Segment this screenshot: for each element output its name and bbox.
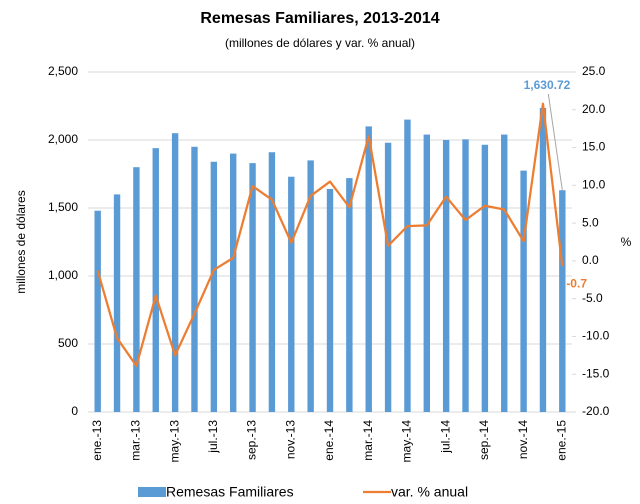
bar <box>288 176 295 412</box>
line <box>96 102 564 368</box>
bar <box>191 146 198 413</box>
bar <box>462 139 469 412</box>
bar <box>326 188 334 412</box>
bar <box>539 108 547 412</box>
x-tick-label: ene.-15 <box>554 420 568 461</box>
y-tick-label: 500 <box>58 336 78 350</box>
line-value-label: -0.7 <box>566 276 587 290</box>
x-tick-label: nov.-14 <box>516 420 530 459</box>
y2-axis-label: % <box>621 235 632 249</box>
y2-tick-label: 20.0 <box>582 102 606 116</box>
chart-subtitle: (millones de dólares y var. % anual) <box>225 36 415 50</box>
y2-tick-label: -20.0 <box>582 404 610 418</box>
bar <box>520 170 527 412</box>
y2-tick-label: 10.0 <box>582 178 606 192</box>
chart-title: Remesas Familiares, 2013-2014 <box>200 10 439 27</box>
bar <box>365 126 372 413</box>
y-tick-label: 2,500 <box>48 64 78 78</box>
x-tick-label: ene.-14 <box>322 420 336 461</box>
x-tick-label: mar.-13 <box>129 420 143 461</box>
bar-value-label: 1,630.72 <box>524 78 571 92</box>
x-tick-label: may.-13 <box>167 420 181 463</box>
bar <box>404 119 411 412</box>
bar <box>481 144 489 412</box>
y2-tick-label: 5.0 <box>582 215 599 229</box>
bar <box>442 140 450 412</box>
y2-tick-label: 15.0 <box>582 140 606 154</box>
bar <box>113 194 121 412</box>
bar <box>249 163 256 412</box>
bar <box>307 160 314 412</box>
x-tick-label: mar.-14 <box>361 420 375 461</box>
x-tick-label: sep.-13 <box>245 420 259 460</box>
y-axis-label: millones de dólares <box>14 190 28 293</box>
y-tick-label: 1,000 <box>48 268 78 282</box>
x-tick-label: ene.-13 <box>90 420 104 461</box>
y2-tick-label: 25.0 <box>582 64 606 78</box>
bar <box>501 134 508 412</box>
bar <box>384 142 392 412</box>
bar <box>268 152 276 413</box>
y-tick-label: 0 <box>71 404 78 418</box>
y-tick-label: 2,000 <box>48 132 78 146</box>
x-tick-label: jul.-13 <box>206 420 220 454</box>
legend-label: var. % anual <box>391 484 468 500</box>
y-tick-label: 1,500 <box>48 200 78 214</box>
bar <box>133 167 140 412</box>
x-tick-label: sep.-14 <box>477 420 491 460</box>
y2-tick-label: -15.0 <box>582 366 610 380</box>
x-tick-label: nov.-13 <box>283 420 297 459</box>
bar <box>423 134 430 412</box>
bar <box>346 178 353 412</box>
bar <box>230 153 237 412</box>
bar <box>94 210 101 412</box>
y2-tick-label: 0.0 <box>582 253 599 267</box>
bar <box>171 133 179 412</box>
leader-line <box>547 93 563 191</box>
bar <box>210 161 218 412</box>
legend-label: Remesas Familiares <box>166 484 294 500</box>
bar <box>559 190 566 412</box>
y2-tick-label: -10.0 <box>582 329 610 343</box>
x-tick-label: jul.-14 <box>438 420 452 454</box>
x-tick-label: may.-14 <box>400 420 414 463</box>
legend-swatch <box>138 487 166 497</box>
y2-tick-label: -5.0 <box>582 291 603 305</box>
bar <box>152 148 159 412</box>
